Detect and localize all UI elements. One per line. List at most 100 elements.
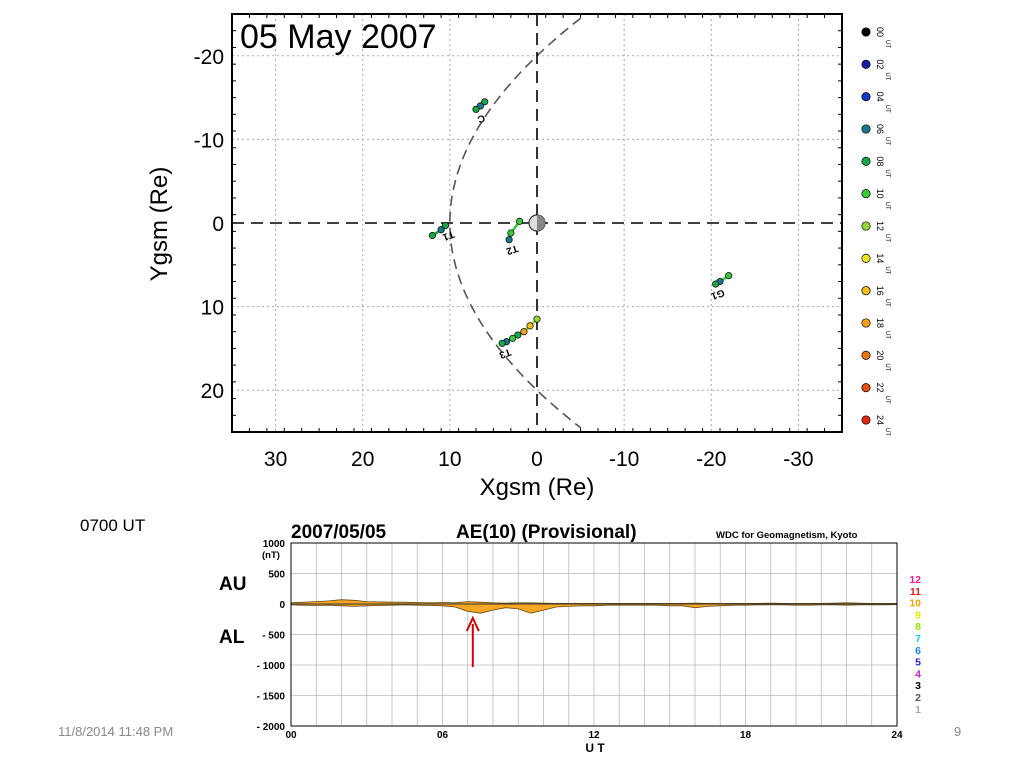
legend-swatch xyxy=(861,92,871,102)
legend-unit: UT xyxy=(884,234,890,242)
track-point xyxy=(516,217,524,225)
legend-label: 04 xyxy=(875,92,885,102)
track-point xyxy=(498,339,506,347)
ae-side-label-au: AU xyxy=(219,574,246,595)
ae-x-tick-label: 06 xyxy=(437,730,449,741)
track-point xyxy=(514,331,522,339)
ae-y-tick-label: 500 xyxy=(268,570,285,581)
month-legend-label: 9 xyxy=(915,609,921,621)
month-legend-label: 12 xyxy=(909,574,921,586)
month-legend-label: 11 xyxy=(910,586,921,598)
orbit-plot-title: 05 May 2007 xyxy=(240,18,437,56)
legend-swatch xyxy=(861,156,871,166)
x-tick-label: -20 xyxy=(696,448,726,471)
orbit-plot: 30 20 10 0 -10 -20 -30 -20 -10 0 10 20 C T1 T2 G1 T3 05… xyxy=(146,13,890,501)
legend-swatch xyxy=(861,253,871,263)
track-label: T3 xyxy=(497,346,512,360)
track-label: T1 xyxy=(441,228,456,242)
track-point xyxy=(509,334,517,342)
ae-y-tick-label: 0 xyxy=(279,600,285,611)
ae-x-tick-label: 12 xyxy=(588,730,600,741)
legend-label: 06 xyxy=(875,124,885,134)
legend-swatch xyxy=(861,350,871,360)
track-point xyxy=(505,236,513,244)
orbit-x-axis-label: Xgsm (Re) xyxy=(480,474,595,501)
legend-swatch xyxy=(861,415,871,425)
y-tick-label: -10 xyxy=(194,129,224,152)
legend-label: 22 xyxy=(875,383,885,393)
month-legend-label: 10 xyxy=(909,598,921,610)
ae-y-tick-label: - 500 xyxy=(262,631,285,642)
ae-x-axis-label: U T xyxy=(585,741,605,755)
legend-unit: UT xyxy=(884,396,890,404)
legend-label: 00 xyxy=(875,27,885,37)
legend-swatch xyxy=(861,383,871,393)
x-tick-label: 0 xyxy=(531,448,543,471)
legend-label: 16 xyxy=(875,286,885,296)
month-legend-label: 4 xyxy=(915,668,921,680)
ae-grid xyxy=(290,542,898,727)
legend-unit: UT xyxy=(884,105,890,113)
track-point xyxy=(437,226,445,234)
legend-swatch xyxy=(861,189,871,199)
legend-unit: UT xyxy=(884,266,890,274)
orbit-axis-ticks: 30 20 10 0 -10 -20 -30 -20 -10 0 10 20 xyxy=(194,13,843,471)
ae-y-tick-label: - 2000 xyxy=(257,722,286,733)
legend-unit: UT xyxy=(884,137,890,145)
track-point xyxy=(712,280,720,288)
legend-unit: UT xyxy=(884,363,890,371)
ae-data-source: WDC for Geomagnetism, Kyoto xyxy=(716,530,858,541)
track-point xyxy=(472,105,480,113)
ae-x-tick-label: 24 xyxy=(891,730,903,741)
ae-y-unit: (nT) xyxy=(262,550,280,561)
event-arrow xyxy=(465,615,480,667)
ae-side-label-al: AL xyxy=(219,627,245,648)
time-caption: 0700 UT xyxy=(80,516,146,535)
legend-label: 08 xyxy=(875,156,885,166)
x-tick-label: 30 xyxy=(264,448,287,471)
legend-unit: UT xyxy=(884,169,890,177)
legend-unit: UT xyxy=(884,72,890,80)
month-legend-label: 6 xyxy=(915,645,921,657)
legend-label: 24 xyxy=(875,415,885,425)
legend-label: 18 xyxy=(875,318,885,328)
track-point xyxy=(533,315,541,323)
legend-label: 20 xyxy=(875,350,885,360)
legend-unit: UT xyxy=(884,299,890,307)
legend-label: 14 xyxy=(875,253,885,263)
track-point xyxy=(725,272,733,280)
slide-number: 9 xyxy=(954,724,962,739)
month-legend-label: 7 xyxy=(915,633,921,645)
ae-index-plot: 2007/05/05 AE(10) (Provisional) WDC for … xyxy=(219,522,921,755)
spacecraft-tracks: C T1 T2 G1 T3 xyxy=(428,98,733,360)
legend-swatch xyxy=(861,27,871,37)
ae-plot-frame xyxy=(290,542,898,727)
month-legend-label: 1 xyxy=(915,704,921,716)
earth-symbol xyxy=(528,214,546,232)
month-legend-label: 2 xyxy=(915,692,921,704)
orbit-plot-frame xyxy=(231,13,843,433)
ae-index-title: AE(10) (Provisional) xyxy=(456,522,637,543)
legend-unit: UT xyxy=(884,428,890,436)
event-arrow-head xyxy=(465,615,480,632)
ae-y-tick-label: - 1500 xyxy=(257,692,286,703)
ae-x-tick-label: 18 xyxy=(740,730,752,741)
ae-x-tick-label: 00 xyxy=(285,730,297,741)
legend-swatch xyxy=(861,286,871,296)
slide-footer-datetime: 11/8/2014 11:48 PM xyxy=(58,724,174,739)
legend-swatch xyxy=(861,318,871,328)
track-label: T2 xyxy=(504,242,519,256)
ae-y-tick-label: - 1000 xyxy=(257,661,286,672)
track-point xyxy=(520,328,528,336)
x-tick-label: 10 xyxy=(438,448,461,471)
track-point xyxy=(481,98,489,106)
track-point xyxy=(441,221,450,230)
month-legend-label: 5 xyxy=(915,657,921,669)
legend-swatch xyxy=(861,221,871,231)
track-point xyxy=(507,229,515,237)
month-legend-label: 8 xyxy=(915,621,921,633)
y-tick-label: 0 xyxy=(212,213,224,236)
y-tick-label: 20 xyxy=(201,380,224,403)
